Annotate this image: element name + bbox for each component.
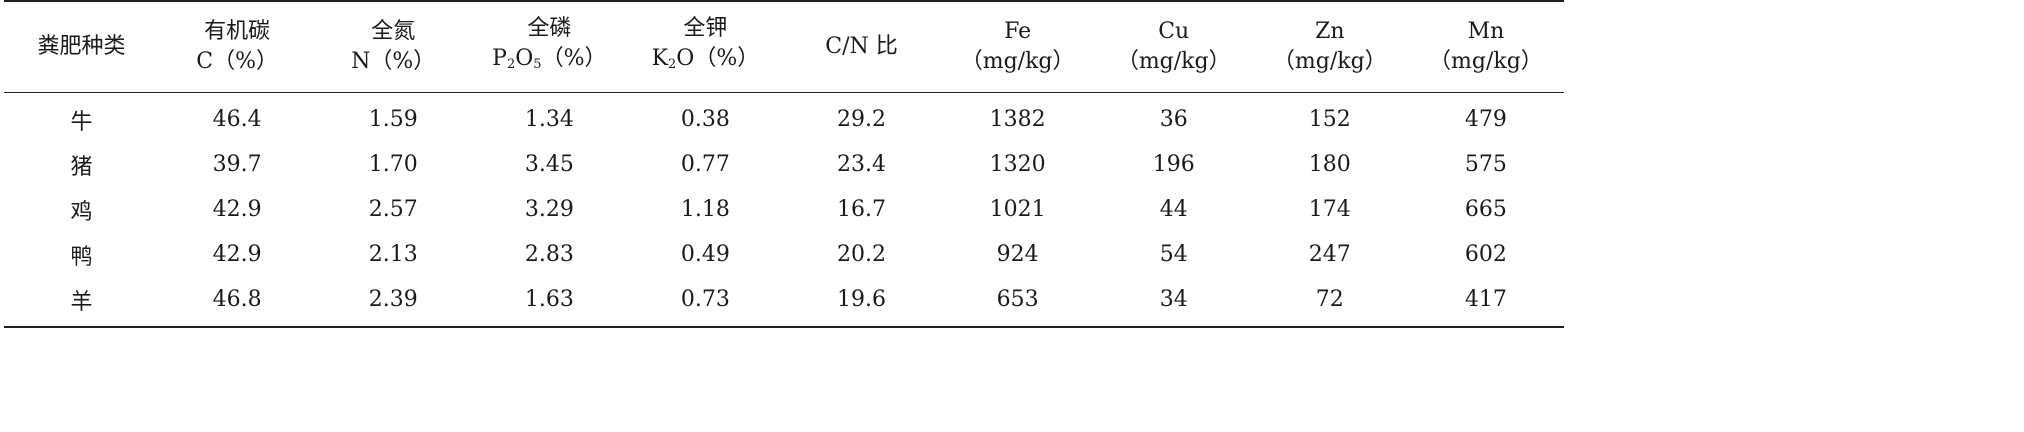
cell-total-potassium: 0.73: [680, 287, 730, 312]
header-total-nitrogen-unit: N（%）: [351, 49, 436, 74]
cell-cu: 54: [1159, 242, 1188, 267]
percent-unit: （%）: [541, 46, 607, 71]
cell-total-phosphorus: 3.45: [524, 152, 574, 177]
cell-cu: 34: [1159, 287, 1188, 312]
cell-mn: 575: [1464, 152, 1507, 177]
table-row: 鸭 42.9 2.13 2.83 0.49 20.2 924 54 247 602: [4, 232, 1564, 277]
cell-cn-ratio: 20.2: [837, 242, 886, 267]
k-subscript: 2: [668, 57, 677, 72]
header-cu: Cu （mg/kg）: [1096, 1, 1252, 93]
header-total-nitrogen: 全氮 N（%）: [315, 1, 471, 93]
cell-fe: 653: [996, 287, 1039, 312]
cell-mn: 479: [1464, 107, 1507, 132]
cell-total-potassium: 1.18: [680, 197, 730, 222]
o-percent-unit: O（%）: [676, 46, 760, 71]
header-cn-ratio-label: C/N 比: [825, 34, 898, 59]
cell-fe: 1320: [989, 152, 1046, 177]
header-total-potassium-label: 全钾: [683, 16, 728, 41]
header-total-phosphorus-unit: P2O5（%）: [471, 44, 627, 80]
cell-total-potassium: 0.38: [680, 107, 730, 132]
cell-organic-carbon: 46.8: [212, 287, 262, 312]
header-total-phosphorus: 全磷 P2O5（%）: [471, 1, 627, 93]
p-subscript: 2: [506, 57, 516, 72]
header-zn-unit: （mg/kg）: [1272, 49, 1387, 74]
cell-total-nitrogen: 2.57: [368, 197, 418, 222]
cell-cn-ratio: 23.4: [837, 152, 886, 177]
cell-zn: 247: [1308, 242, 1351, 267]
header-organic-carbon-unit: C（%）: [196, 49, 279, 74]
header-manure-type: 粪肥种类: [4, 1, 159, 93]
header-zn-label: Zn: [1315, 19, 1345, 44]
header-cu-label: Cu: [1158, 19, 1190, 44]
cell-fe: 1382: [989, 107, 1046, 132]
cell-cn-ratio: 29.2: [837, 107, 886, 132]
cell-mn: 417: [1464, 287, 1507, 312]
header-organic-carbon-label: 有机碳: [204, 19, 271, 44]
table-body: 牛 46.4 1.59 1.34 0.38 29.2 1382 36 152 479 猪 39.7 1.…: [4, 93, 1564, 327]
header-mn: Mn （mg/kg）: [1408, 1, 1564, 93]
o-symbol: O: [515, 46, 534, 71]
header-manure-type-label: 粪肥种类: [37, 34, 126, 59]
header-cn-ratio: C/N 比: [783, 1, 939, 93]
cell-total-nitrogen: 1.59: [368, 107, 418, 132]
cell-organic-carbon: 42.9: [212, 242, 262, 267]
cell-total-phosphorus: 3.29: [524, 197, 574, 222]
cell-total-nitrogen: 2.13: [368, 242, 418, 267]
cell-cn-ratio: 19.6: [837, 287, 886, 312]
cell-total-potassium: 0.49: [680, 242, 730, 267]
cell-manure-type: 羊: [70, 289, 93, 315]
table-row: 鸡 42.9 2.57 3.29 1.18 16.7 1021 44 174 665: [4, 187, 1564, 232]
header-total-phosphorus-label: 全磷: [527, 16, 572, 41]
cell-organic-carbon: 39.7: [212, 152, 262, 177]
header-fe-unit: （mg/kg）: [960, 49, 1075, 74]
cell-zn: 72: [1315, 287, 1344, 312]
cell-organic-carbon: 42.9: [212, 197, 262, 222]
cell-manure-type: 猪: [70, 154, 93, 180]
cell-total-phosphorus: 1.63: [524, 287, 574, 312]
header-organic-carbon: 有机碳 C（%）: [159, 1, 315, 93]
header-total-potassium: 全钾 K2O（%）: [627, 1, 783, 93]
k-symbol: K: [651, 46, 669, 71]
cell-total-nitrogen: 2.39: [368, 287, 418, 312]
cell-total-phosphorus: 1.34: [524, 107, 574, 132]
cell-zn: 152: [1308, 107, 1351, 132]
header-cu-unit: （mg/kg）: [1116, 49, 1231, 74]
cell-total-phosphorus: 2.83: [524, 242, 574, 267]
header-mn-label: Mn: [1467, 19, 1505, 44]
manure-nutrient-table: 粪肥种类 有机碳 C（%） 全氮 N（%） 全磷 P2O5（%） 全钾 K2O（…: [4, 0, 1564, 328]
table-row: 猪 39.7 1.70 3.45 0.77 23.4 1320 196 180 575: [4, 142, 1564, 187]
header-total-nitrogen-label: 全氮: [371, 19, 416, 44]
header-fe-label: Fe: [1004, 19, 1032, 44]
manure-nutrient-table-container: 粪肥种类 有机碳 C（%） 全氮 N（%） 全磷 P2O5（%） 全钾 K2O（…: [4, 0, 1564, 328]
header-total-potassium-unit: K2O（%）: [627, 44, 783, 80]
table-row: 羊 46.8 2.39 1.63 0.73 19.6 653 34 72 417: [4, 277, 1564, 327]
p-symbol: P: [492, 46, 507, 71]
cell-cu: 196: [1152, 152, 1195, 177]
cell-organic-carbon: 46.4: [212, 107, 262, 132]
cell-cu: 36: [1159, 107, 1188, 132]
o-subscript: 5: [533, 57, 542, 72]
cell-mn: 665: [1464, 197, 1507, 222]
table-row: 牛 46.4 1.59 1.34 0.38 29.2 1382 36 152 479: [4, 93, 1564, 143]
cell-manure-type: 鸡: [70, 199, 93, 225]
cell-cn-ratio: 16.7: [837, 197, 886, 222]
cell-total-potassium: 0.77: [680, 152, 730, 177]
header-row: 粪肥种类 有机碳 C（%） 全氮 N（%） 全磷 P2O5（%） 全钾 K2O（…: [4, 1, 1564, 93]
cell-zn: 180: [1308, 152, 1351, 177]
cell-fe: 1021: [989, 197, 1046, 222]
header-zn: Zn （mg/kg）: [1252, 1, 1408, 93]
cell-manure-type: 鸭: [70, 244, 93, 270]
cell-zn: 174: [1308, 197, 1351, 222]
cell-mn: 602: [1464, 242, 1507, 267]
header-mn-unit: （mg/kg）: [1429, 49, 1543, 74]
cell-cu: 44: [1159, 197, 1188, 222]
table-header: 粪肥种类 有机碳 C（%） 全氮 N（%） 全磷 P2O5（%） 全钾 K2O（…: [4, 1, 1564, 93]
cell-total-nitrogen: 1.70: [368, 152, 418, 177]
cell-fe: 924: [996, 242, 1039, 267]
header-fe: Fe （mg/kg）: [940, 1, 1096, 93]
cell-manure-type: 牛: [70, 109, 93, 135]
